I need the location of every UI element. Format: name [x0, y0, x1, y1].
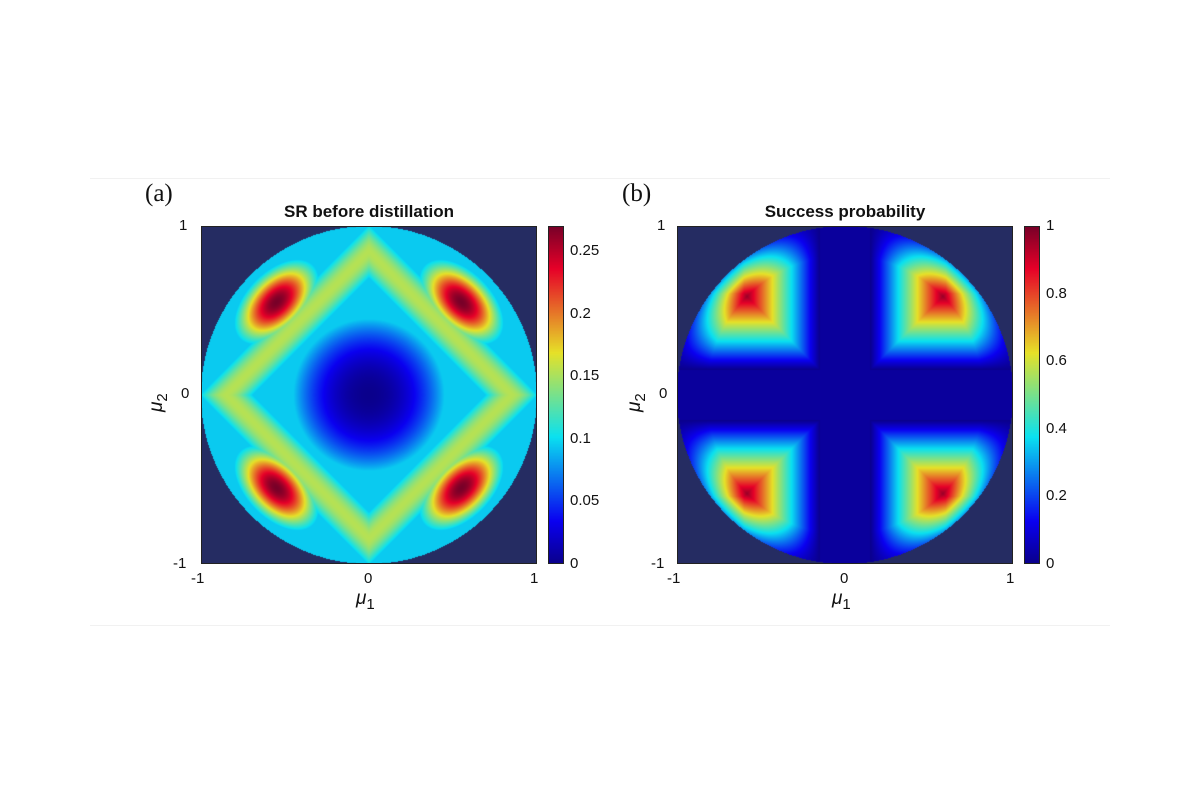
panel-a-ytick-top: 1 [179, 217, 188, 234]
colorbar-tick-label: 0.6 [1046, 352, 1067, 370]
colorbar-tick-label: 0.15 [570, 367, 600, 385]
panel-b-xtick-left: -1 [667, 570, 681, 587]
panel-b-ylabel: μ2 [624, 393, 649, 412]
panel-b-xlabel: μ1 [832, 588, 851, 613]
colorbar-tick-label: 0.2 [570, 304, 591, 322]
panel-b-colorbar [1024, 226, 1040, 564]
panel-a-letter: (a) [145, 180, 173, 207]
panel-a-ytick-bottom: -1 [173, 555, 187, 572]
colorbar-tick-label: 0.8 [1046, 284, 1067, 302]
colorbar-tick-label: 0.2 [1046, 487, 1067, 505]
colorbar-tick-label: 0.25 [570, 242, 600, 260]
panel-a-title: SR before distillation [283, 202, 455, 221]
panel-b-ytick-top: 1 [657, 217, 666, 234]
panel-b-ytick-mid: 0 [659, 385, 668, 402]
panel-a-colorbar [548, 226, 564, 564]
panel-b-title: Success probability [764, 202, 926, 221]
colorbar-tick-label: 0 [570, 555, 579, 572]
panel-a-ytick-mid: 0 [181, 385, 190, 402]
panel-a-heatmap [201, 226, 537, 564]
colorbar-tick-label: 0.1 [570, 429, 591, 447]
colorbar-tick-label: 0 [1046, 555, 1055, 572]
colorbar-tick-label: 0.4 [1046, 419, 1067, 437]
panel-a-xtick-mid: 0 [364, 570, 373, 587]
panel-b-letter: (b) [622, 180, 652, 207]
panel-b-heatmap [677, 226, 1013, 564]
panel-a-xtick-right: 1 [530, 570, 539, 587]
panel-b-xtick-mid: 0 [840, 570, 849, 587]
panel-a-xtick-left: -1 [191, 570, 205, 587]
colorbar-tick-label: 0.05 [570, 492, 600, 510]
panel-b-ytick-bottom: -1 [651, 555, 665, 572]
panel-b-xtick-right: 1 [1006, 570, 1015, 587]
panel-a-xlabel: μ1 [356, 588, 375, 613]
panel-a-ylabel: μ2 [146, 393, 171, 412]
figure-frame [90, 178, 1110, 626]
colorbar-tick-label: 1 [1046, 217, 1055, 234]
